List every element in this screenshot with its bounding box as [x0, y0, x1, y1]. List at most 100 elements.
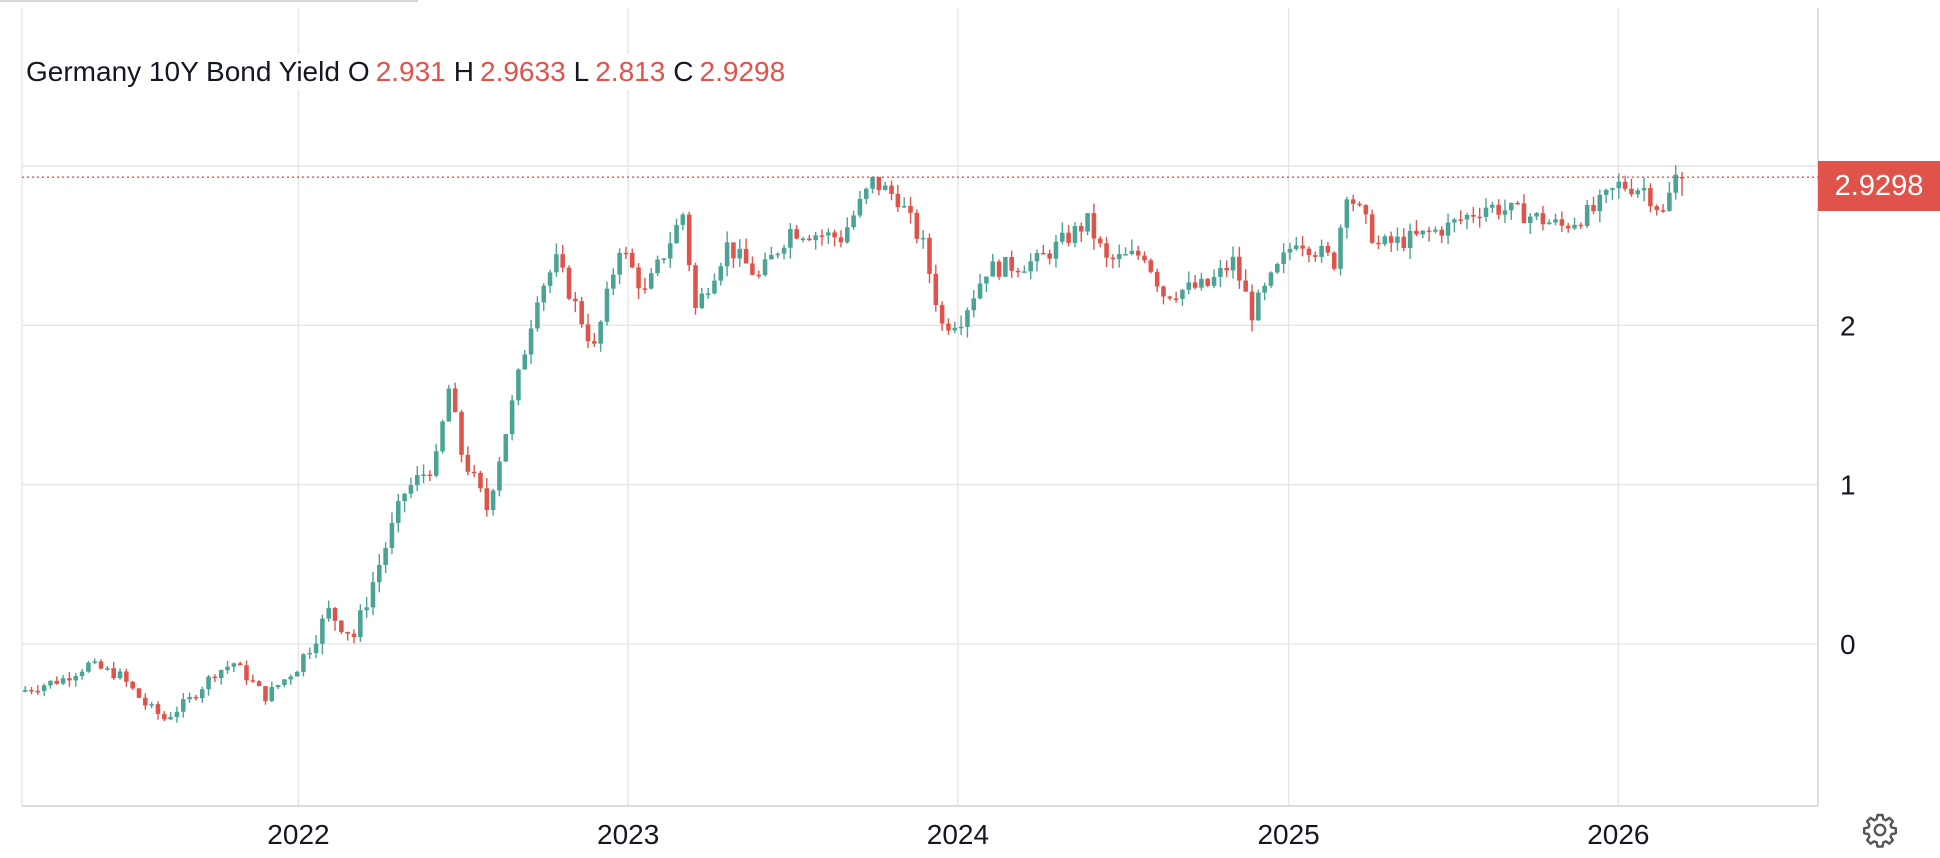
- candle-body: [130, 681, 135, 689]
- candle-body: [1104, 243, 1109, 258]
- candle-body: [1053, 241, 1059, 259]
- candle-body: [79, 671, 85, 677]
- candle-body: [1407, 230, 1413, 249]
- candle-body: [611, 274, 616, 289]
- candle-body: [1135, 250, 1141, 256]
- candle-body: [1167, 296, 1173, 299]
- candle-body: [990, 261, 996, 277]
- candle-body: [1540, 213, 1546, 225]
- candle-body: [199, 689, 205, 699]
- candle-body: [693, 265, 698, 309]
- y-tick-label: 2: [1840, 310, 1856, 341]
- candle-body: [1496, 204, 1501, 215]
- candle-body: [844, 227, 850, 243]
- candle-body: [1433, 229, 1438, 232]
- candle-body: [168, 716, 173, 720]
- candle-body: [212, 676, 218, 679]
- candle-body: [731, 242, 736, 259]
- candle-body: [971, 298, 977, 311]
- candle-body: [750, 263, 755, 275]
- candle-body: [41, 685, 47, 691]
- candle-body: [509, 400, 515, 435]
- candle-body: [933, 273, 939, 306]
- candle-body: [617, 252, 622, 275]
- candle-body: [155, 704, 161, 715]
- candle-body: [1584, 204, 1590, 227]
- candle-body: [927, 237, 932, 274]
- candle-body: [781, 247, 787, 254]
- low-value: 2.813: [595, 56, 666, 87]
- candle-body: [516, 369, 521, 401]
- candle-body: [370, 582, 376, 608]
- candle-body: [1641, 188, 1647, 191]
- candle-body: [263, 686, 268, 702]
- candle-body: [718, 266, 724, 281]
- candle-body: [977, 283, 983, 299]
- candle-body: [674, 224, 679, 244]
- candle-body: [1116, 254, 1122, 260]
- candle-body: [686, 214, 692, 266]
- candle-body: [939, 305, 945, 324]
- candle-body: [952, 327, 958, 331]
- candle-body: [111, 668, 116, 679]
- candle-body: [358, 610, 363, 638]
- candle-body: [1022, 271, 1027, 273]
- candle-body: [908, 205, 913, 213]
- candle-body: [1553, 219, 1558, 223]
- candle-body: [775, 253, 780, 256]
- candle-body: [876, 177, 882, 191]
- candle-body: [946, 323, 951, 331]
- candle-body: [446, 388, 452, 422]
- candle-body: [1502, 210, 1508, 215]
- candle-body: [604, 288, 610, 322]
- x-tick-label: 2026: [1587, 819, 1649, 850]
- candle-body: [1249, 291, 1255, 321]
- candle-body: [282, 679, 287, 686]
- candle-body: [1509, 202, 1514, 211]
- candle-body: [1211, 276, 1217, 286]
- candle-body: [965, 310, 970, 327]
- candle-body: [288, 676, 294, 680]
- candle-body: [585, 324, 591, 342]
- candle-body: [1325, 245, 1331, 253]
- candle-body: [1243, 280, 1248, 292]
- candle-body: [414, 475, 420, 486]
- candle-body: [98, 661, 104, 669]
- candle-body: [1142, 255, 1147, 261]
- candle-body: [471, 471, 477, 474]
- high-value: 2.9633: [480, 56, 566, 87]
- candle-body: [1629, 188, 1634, 195]
- candle-body: [162, 714, 167, 720]
- candle-body: [800, 238, 806, 241]
- candle-body: [1654, 206, 1660, 211]
- candle-body: [377, 565, 382, 583]
- candle-body: [180, 699, 186, 712]
- candle-body: [1622, 181, 1628, 189]
- gear-icon[interactable]: [1862, 812, 1898, 848]
- close-label: C: [673, 56, 694, 87]
- candle-body: [421, 474, 426, 477]
- candle-body: [1591, 204, 1596, 212]
- candle-body: [699, 293, 705, 309]
- candle-body: [863, 188, 869, 199]
- candle-body: [1275, 264, 1280, 273]
- candle-body: [1293, 245, 1299, 249]
- candle-body: [895, 193, 901, 208]
- candle-body: [996, 261, 1002, 277]
- candle-body: [889, 185, 894, 194]
- candle-body: [629, 252, 635, 268]
- candle-body: [1091, 213, 1097, 239]
- candle-body: [1154, 271, 1160, 287]
- candle-body: [1110, 257, 1116, 260]
- candle-body: [636, 267, 641, 289]
- candle-body: [389, 522, 395, 548]
- candle-body: [1350, 199, 1356, 204]
- candle-body: [1319, 245, 1324, 257]
- candle-body: [1521, 203, 1527, 224]
- candle-body: [1382, 236, 1388, 245]
- candle-body: [1534, 213, 1539, 217]
- candle-body: [1041, 252, 1046, 255]
- candle-body: [105, 668, 110, 670]
